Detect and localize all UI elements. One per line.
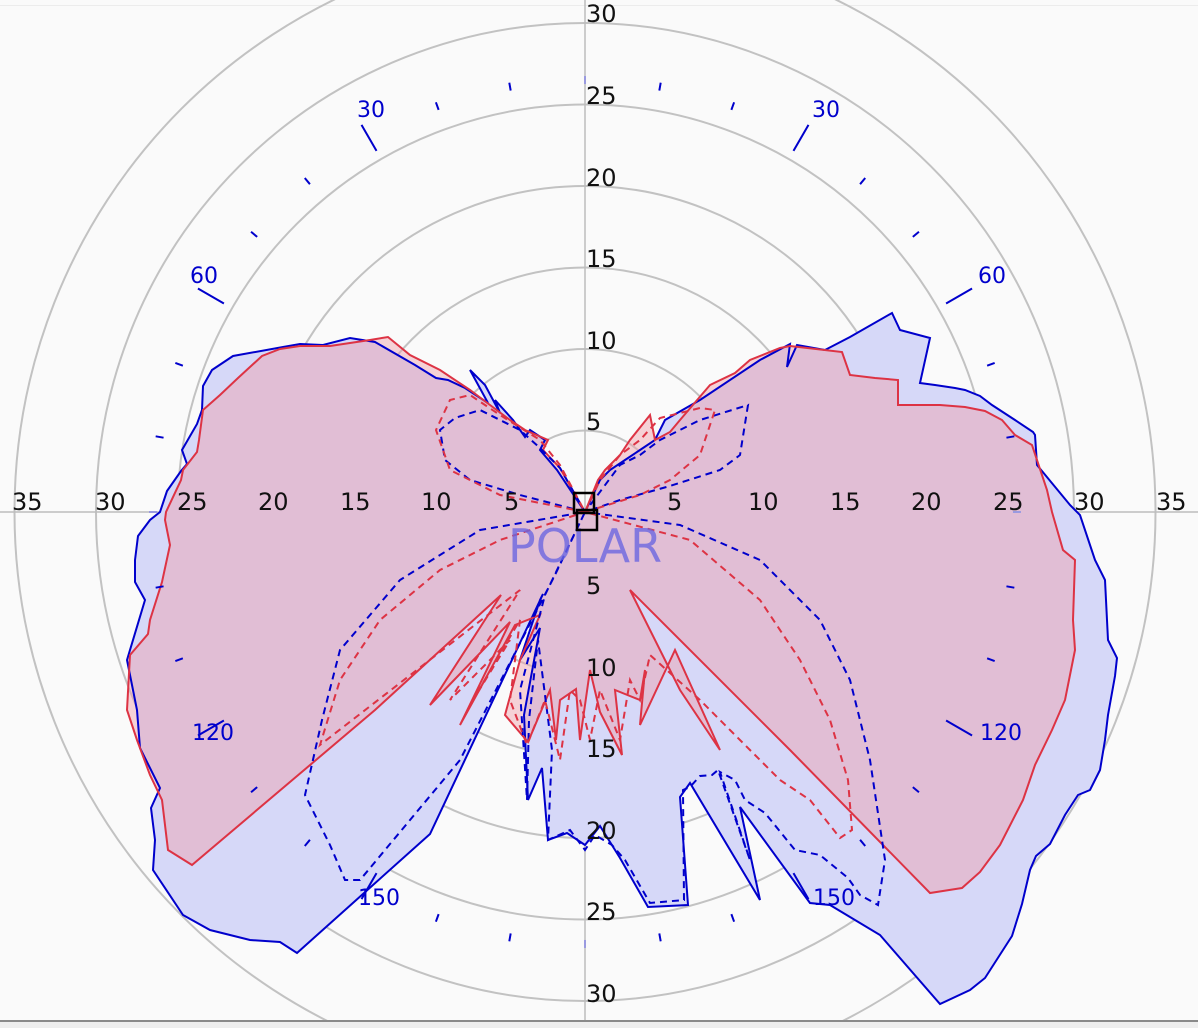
angle-tick-260: [155, 585, 164, 589]
center-markers: [572, 491, 599, 532]
radial-label-right-35: 35: [1156, 488, 1187, 516]
angle-tick-140: [859, 839, 866, 847]
radial-label-right-5: 5: [667, 488, 682, 516]
angle-label-150-right: 150: [813, 886, 855, 911]
radial-label-up-20: 20: [586, 164, 617, 192]
radial-label-left-10: 10: [421, 488, 452, 516]
angle-tick-60: [945, 287, 973, 305]
angle-tick-120: [945, 719, 973, 737]
angle-tick-150: [792, 872, 810, 900]
top-border: [0, 5, 1198, 6]
angle-tick-110: [986, 657, 996, 663]
angle-tick-30: [792, 124, 810, 152]
radial-label-down-25: 25: [586, 898, 617, 926]
angle-tick-210: [360, 872, 378, 900]
angle-tick-300: [197, 287, 225, 305]
blue-dashed-1-line: [303, 403, 887, 907]
angle-label-150-left: 150: [358, 886, 400, 911]
center-marker-box-1: [575, 508, 599, 532]
angle-tick-280: [155, 435, 164, 439]
radial-label-right-20: 20: [911, 488, 942, 516]
angle-tick-40: [859, 177, 866, 185]
angle-label-30-right: 30: [812, 98, 840, 123]
bottom-border: [0, 1020, 1198, 1028]
angle-tick-70: [986, 361, 996, 367]
angle-tick-50: [912, 231, 920, 238]
angle-tick-250: [174, 657, 184, 663]
angle-tick-340: [434, 101, 440, 111]
angle-tick-230: [250, 786, 258, 793]
angle-tick-20: [730, 101, 736, 111]
angle-tick-310: [250, 231, 258, 238]
radial-label-up-5: 5: [586, 408, 601, 436]
angle-label-120-left: 120: [192, 721, 234, 746]
radial-label-up-25: 25: [586, 82, 617, 110]
red-dashed-1-line: [318, 393, 854, 840]
angle-label-120-right: 120: [980, 721, 1022, 746]
series-lines: [125, 311, 1119, 1006]
red-solid-envelope-line: [125, 335, 1077, 895]
radial-label-down-15: 15: [586, 735, 617, 763]
radial-label-right-25: 25: [993, 488, 1024, 516]
radial-label-down-5: 5: [586, 572, 601, 600]
angle-tick-240: [197, 719, 225, 737]
angle-tick-130: [912, 786, 920, 793]
blue-solid-envelope-line: [125, 311, 1119, 1006]
radial-tick-labels: 35 30 25 20 15 10 5 5 10 15 20 25 30 35 …: [12, 0, 1187, 1008]
radial-label-left-30: 30: [95, 488, 126, 516]
radial-label-down-10: 10: [586, 654, 617, 682]
radial-label-left-35: 35: [12, 488, 43, 516]
angle-tick-10: [658, 82, 662, 91]
angle-tick-200: [434, 913, 440, 923]
angle-label-30-left: 30: [357, 98, 385, 123]
angle-tick-190: [508, 933, 512, 942]
angle-tick-330: [360, 124, 378, 152]
red-solid-envelope-fill: [127, 337, 1075, 893]
radial-label-right-30: 30: [1074, 488, 1105, 516]
radial-label-right-15: 15: [830, 488, 861, 516]
angle-tick-220: [304, 839, 311, 847]
angle-label-60-right: 60: [978, 264, 1006, 289]
angular-ticks: [149, 76, 1021, 948]
angle-tick-100: [1006, 585, 1015, 589]
radial-label-up-30: 30: [586, 0, 617, 28]
angle-tick-80: [1006, 435, 1015, 439]
radial-label-left-20: 20: [258, 488, 289, 516]
radial-label-up-15: 15: [586, 245, 617, 273]
radial-label-left-15: 15: [340, 488, 371, 516]
radial-label-down-20: 20: [586, 817, 617, 845]
radial-label-left-25: 25: [177, 488, 208, 516]
series-fills: [127, 313, 1117, 1004]
radial-label-up-10: 10: [586, 327, 617, 355]
center-marker-box-0: [572, 491, 596, 515]
angle-tick-160: [730, 913, 736, 923]
angle-tick-320: [304, 177, 311, 185]
angle-tick-170: [658, 933, 662, 942]
angular-tick-labels: 30 60 30 60 120 150 120 150: [190, 98, 1022, 911]
angle-tick-350: [508, 82, 512, 91]
polar-watermark: POLAR: [508, 519, 662, 573]
radial-label-down-30: 30: [586, 980, 617, 1008]
radial-label-right-10: 10: [748, 488, 779, 516]
angle-label-60-left: 60: [190, 264, 218, 289]
angle-tick-290: [174, 361, 184, 367]
radial-label-left-5: 5: [504, 488, 519, 516]
